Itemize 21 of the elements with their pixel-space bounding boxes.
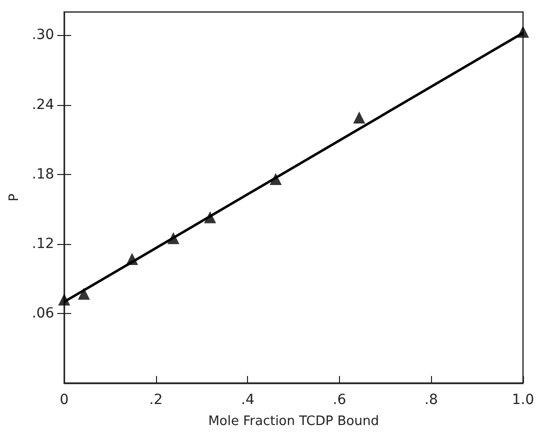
point <box>167 232 180 244</box>
x-tick-label: .2 <box>149 392 163 408</box>
x-tick-label: .6 <box>332 392 346 408</box>
x-axis-title: Mole Fraction TCDP Bound <box>208 414 379 429</box>
y-tick-label: .12 <box>32 236 54 252</box>
point <box>204 211 216 224</box>
y-tick-label: .24 <box>32 96 54 113</box>
x-tick-label: .8 <box>424 392 438 408</box>
y-axis-title: P <box>7 193 22 202</box>
point <box>270 172 282 185</box>
y-tick-label: .06 <box>32 305 54 322</box>
x-tick-label: 0 <box>60 392 69 408</box>
point <box>126 252 138 265</box>
point <box>58 294 70 306</box>
y-tick-label: .18 <box>32 166 54 182</box>
x-tick-label: 1.0 <box>512 392 534 408</box>
x-tick-label: .4 <box>241 392 254 408</box>
point <box>78 288 90 300</box>
point <box>353 112 366 124</box>
y-tick-label: .30 <box>32 27 54 44</box>
point <box>517 26 529 38</box>
